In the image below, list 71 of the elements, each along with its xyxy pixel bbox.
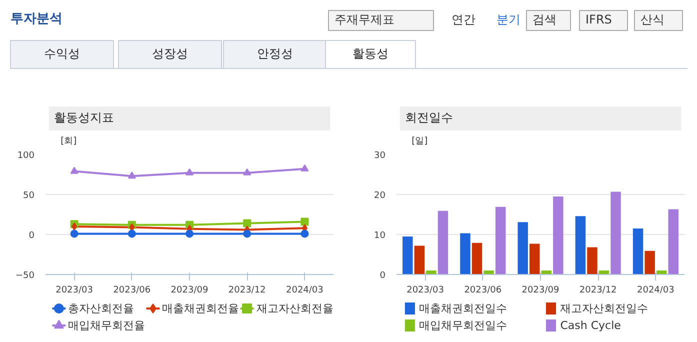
point (186, 168, 194, 176)
x-tick-label: 2023/03 (56, 286, 93, 296)
y-tick-label: 0 (28, 231, 35, 241)
text: 안정성 (257, 46, 293, 60)
bar (575, 216, 586, 274)
point (70, 230, 78, 238)
bar (426, 270, 436, 274)
point (71, 222, 78, 230)
y-tick-label: 30 (374, 151, 386, 161)
bar (484, 270, 494, 274)
x-tick-label: 2023/12 (579, 286, 617, 296)
bar (414, 246, 425, 274)
text: IFRS (586, 12, 612, 26)
point (243, 230, 252, 238)
x-tick-label: 2024/03 (637, 286, 674, 296)
bar (529, 244, 540, 274)
point (243, 168, 252, 176)
text: 검색 (532, 12, 556, 26)
text: 수익성 (44, 46, 80, 60)
bar (472, 242, 482, 274)
y-tick-label: 10 (374, 231, 386, 241)
y-tick-label: 50 (23, 191, 35, 201)
bar (610, 192, 621, 274)
bar (518, 222, 528, 274)
legend-label: 매출채권회전율 (162, 302, 240, 315)
text: 연간 (452, 12, 476, 26)
point (128, 230, 136, 238)
text: 투자분석 (10, 12, 62, 26)
point (186, 230, 194, 238)
text: 주재무제표 (334, 12, 394, 26)
legend-label: 재고자산회전율 (256, 302, 334, 315)
point (128, 172, 136, 179)
chart-title: 회전일수 (404, 110, 453, 124)
bar (460, 233, 470, 274)
bar (668, 209, 678, 274)
x-tick-label: 2024/03 (286, 286, 324, 296)
bar (438, 210, 448, 274)
x-tick-label: 2023/09 (170, 286, 208, 296)
bar (495, 206, 506, 274)
bar (587, 247, 598, 274)
y-tick-label: 20 (374, 191, 386, 201)
legend-label: 매출채권회전일수 (419, 302, 508, 315)
y-tick-label: 100 (17, 151, 35, 161)
bar (553, 196, 564, 274)
legend-label: 매입채무회전율 (68, 319, 146, 332)
x-tick-label: 2023/06 (464, 286, 502, 296)
text: 산식 (640, 12, 664, 26)
x-tick-label: 2023/03 (406, 286, 444, 296)
x-tick-label: 2023/06 (113, 286, 151, 296)
x-tick-label: 2023/09 (522, 286, 560, 296)
x-tick-label: 2023/12 (228, 286, 266, 296)
chart-title: 활동성지표 (54, 110, 114, 124)
point (70, 166, 78, 174)
text: 활동성 (352, 46, 388, 60)
legend-label: Cash Cycle (560, 319, 622, 332)
y-axis-title: [일] (412, 136, 428, 146)
y-axis-title: [회] (60, 136, 77, 146)
point (300, 230, 309, 238)
legend-label: 재고자산회전일수 (560, 302, 648, 315)
legend-label: 매입채무회전일수 (419, 319, 508, 332)
y-tick-label: 0 (380, 271, 386, 281)
bar (402, 236, 413, 274)
point (243, 219, 252, 228)
text: 성장성 (152, 46, 188, 60)
point (300, 218, 309, 226)
bar (644, 250, 655, 274)
text: 분기 (496, 12, 520, 26)
bar (632, 228, 644, 274)
point (300, 164, 309, 172)
legend-label: 총자산회전율 (68, 302, 134, 315)
y-tick-label: −50 (16, 271, 35, 281)
